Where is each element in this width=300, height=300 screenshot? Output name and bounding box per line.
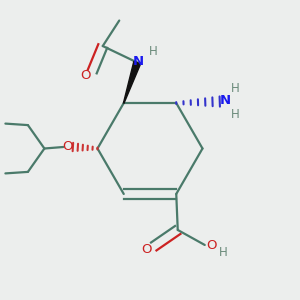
Text: O: O [141, 243, 152, 256]
Text: H: H [149, 45, 158, 58]
Text: O: O [62, 140, 73, 153]
Text: H: H [230, 108, 239, 121]
Text: N: N [220, 94, 231, 107]
Text: H: H [219, 246, 228, 259]
Polygon shape [124, 61, 141, 103]
Text: O: O [80, 69, 91, 82]
Text: O: O [206, 239, 217, 252]
Text: H: H [230, 82, 239, 95]
Text: N: N [133, 55, 144, 68]
